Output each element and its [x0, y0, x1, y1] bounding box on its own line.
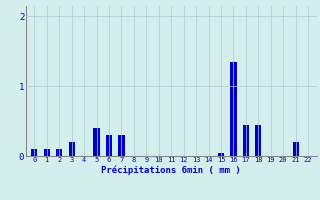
Bar [56, 149, 62, 156]
Bar [118, 135, 124, 156]
Bar [93, 128, 100, 156]
Bar [68, 142, 75, 156]
Bar [31, 149, 37, 156]
Bar [44, 149, 50, 156]
Bar [230, 62, 236, 156]
Bar [292, 142, 299, 156]
Bar [255, 125, 261, 156]
Bar [243, 125, 249, 156]
X-axis label: Précipitations 6min ( mm ): Précipitations 6min ( mm ) [101, 165, 241, 175]
Bar [106, 135, 112, 156]
Bar [218, 153, 224, 156]
